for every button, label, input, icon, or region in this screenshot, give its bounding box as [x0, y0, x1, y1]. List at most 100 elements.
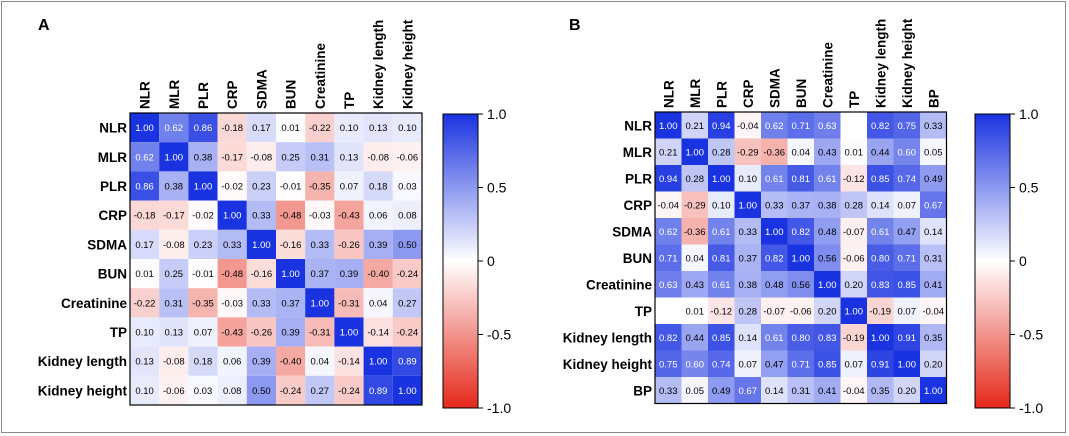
heatmap-cell: [761, 244, 788, 271]
colorbar: [442, 113, 479, 409]
cell-value: 0.07: [739, 359, 758, 370]
cell-value: 1.00: [765, 227, 784, 238]
heatmap-cell: [305, 229, 335, 259]
cell-value: 0.50: [252, 386, 271, 397]
cell-value: -0.35: [192, 298, 214, 309]
heatmap-cell: [188, 288, 218, 318]
column-label: SDMA: [254, 69, 269, 109]
heatmap-cell: [893, 165, 920, 192]
cell-value: -0.48: [221, 269, 243, 280]
cell-value: 0.38: [818, 200, 837, 211]
cell-value: 0.04: [311, 357, 330, 368]
column-label: PLR: [196, 82, 211, 109]
column-label: PLR: [714, 81, 729, 108]
heatmap-cell: [217, 259, 247, 289]
cell-value: 0.94: [712, 121, 731, 132]
colorbar-tick-label: 0.5: [1019, 180, 1039, 196]
heatmap-cell: [334, 229, 364, 259]
cell-value: 0.41: [924, 280, 943, 291]
cell-value: 0.18: [369, 182, 388, 193]
cell-value: 0.67: [924, 200, 943, 211]
cell-value: -0.35: [309, 182, 331, 193]
heatmap-cell: [840, 218, 867, 245]
heatmap-cell: [130, 288, 160, 318]
heatmap-cell: [867, 165, 894, 192]
heatmap-cell: [867, 350, 894, 377]
heatmap-cell: [893, 244, 920, 271]
heatmap-cell: [761, 324, 788, 351]
cell-value: -0.43: [221, 328, 243, 339]
heatmap-cell: [708, 350, 735, 377]
heatmap-cell: [217, 171, 247, 201]
row-label: BUN: [98, 267, 127, 282]
heatmap-cell: [246, 375, 276, 405]
colorbar-tick-label: 0.5: [487, 180, 507, 196]
heatmap-cell: [814, 350, 841, 377]
cell-value: 0.86: [135, 182, 154, 193]
cell-value: 0.20: [898, 386, 917, 397]
cell-value: -0.16: [251, 269, 273, 280]
cell-value: 1.00: [194, 182, 213, 193]
heatmap-cell: [893, 377, 920, 404]
cell-value: 0.86: [194, 123, 213, 134]
heatmap-cell: [392, 142, 422, 172]
heatmap-cell: [787, 324, 814, 351]
cell-value: 0.31: [165, 298, 184, 309]
row-label: SDMA: [612, 224, 652, 239]
cell-value: -0.04: [657, 200, 679, 211]
heatmap-cell: [920, 271, 947, 298]
heatmap-cell: [787, 165, 814, 192]
row-label: Creatinine: [586, 277, 653, 292]
cell-value: 0.61: [818, 174, 837, 185]
row-label: MLR: [98, 150, 127, 165]
cell-value: 0.14: [924, 227, 943, 238]
heatmap-cell: [761, 271, 788, 298]
cell-value: 0.61: [871, 227, 890, 238]
heatmap-cell: [188, 142, 218, 172]
heatmap-cell: [130, 142, 160, 172]
cell-value: 0.20: [845, 280, 864, 291]
cell-value: 0.50: [398, 240, 417, 251]
cell-value: 0.33: [252, 298, 271, 309]
heatmap-cell: [814, 191, 841, 218]
heatmap-cell: [188, 317, 218, 347]
cell-value: -0.17: [221, 152, 243, 163]
heatmap-cell: [681, 165, 708, 192]
heatmap-cell: [392, 259, 422, 289]
heatmap-cell: [920, 138, 947, 165]
cell-value: -0.19: [843, 333, 865, 344]
column-label: Kidney height: [400, 19, 415, 109]
heatmap-cell: [655, 112, 682, 139]
cell-value: -0.19: [869, 306, 891, 317]
cell-value: -0.12: [710, 306, 732, 317]
cell-value: 0.74: [712, 359, 731, 370]
cell-value: 0.14: [871, 200, 890, 211]
heatmap-cell: [392, 317, 422, 347]
heatmap-cell: [276, 317, 306, 347]
cell-value: 0.01: [686, 306, 705, 317]
heatmap-cell: [840, 271, 867, 298]
heatmap-cell: [246, 113, 276, 143]
cell-value: 0.04: [369, 298, 388, 309]
heatmap-cell: [363, 113, 393, 143]
cell-value: 0.44: [686, 333, 705, 344]
cell-value: -0.24: [397, 269, 419, 280]
heatmap-cell: [276, 346, 306, 376]
heatmap-cell: [655, 297, 682, 324]
row-label: Kidney length: [38, 354, 127, 369]
cell-value: -0.06: [790, 306, 812, 317]
cell-value: 1.00: [311, 298, 330, 309]
cell-value: -0.36: [763, 147, 785, 158]
cell-value: 0.13: [369, 123, 388, 134]
cell-value: 0.74: [898, 174, 917, 185]
cell-value: 0.43: [818, 147, 837, 158]
heatmap-cell: [867, 138, 894, 165]
heatmap-cell: [276, 375, 306, 405]
column-label: Kidney length: [371, 20, 386, 109]
heatmap-cell: [761, 191, 788, 218]
heatmap-cell: [392, 346, 422, 376]
heatmap-cell: [920, 191, 947, 218]
heatmap-cell: [217, 200, 247, 230]
cell-value: -0.18: [134, 211, 156, 222]
cell-value: 0.43: [686, 280, 705, 291]
